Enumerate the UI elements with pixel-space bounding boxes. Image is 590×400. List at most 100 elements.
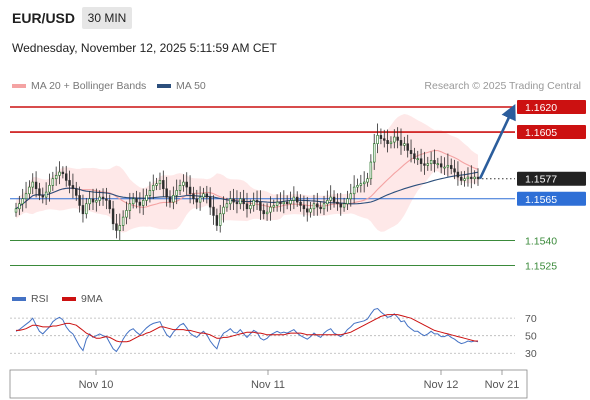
candle <box>165 188 168 198</box>
candle <box>446 165 450 168</box>
candle <box>342 203 346 208</box>
time-tick-label-Nov-12: Nov 12 <box>424 379 459 391</box>
candle <box>336 201 339 205</box>
candle <box>439 163 443 168</box>
candle <box>21 198 24 205</box>
candle <box>470 176 473 180</box>
candle <box>349 193 352 200</box>
candle <box>175 190 178 196</box>
candle <box>319 206 322 210</box>
candle <box>51 178 55 186</box>
datetime-label: Wednesday, November 12, 2025 5:11:59 AM … <box>12 41 277 55</box>
candle <box>152 185 155 191</box>
candle <box>235 201 239 205</box>
candle <box>312 203 316 210</box>
candle <box>202 193 205 198</box>
candle <box>24 193 28 200</box>
candle <box>245 203 249 210</box>
candle <box>352 186 356 195</box>
candle <box>356 185 359 188</box>
candle <box>406 143 409 151</box>
candle <box>121 216 125 226</box>
candle <box>326 200 329 205</box>
candle <box>292 196 296 201</box>
candle <box>95 200 98 203</box>
candle <box>433 160 436 165</box>
candle <box>369 161 373 180</box>
candle <box>14 208 18 213</box>
candle <box>31 181 34 188</box>
timeframe-button[interactable]: 30 MIN <box>82 7 132 29</box>
candle <box>185 181 188 188</box>
candle <box>229 198 232 205</box>
candle <box>115 223 118 231</box>
candle <box>101 196 105 200</box>
candle <box>413 153 416 160</box>
candle <box>332 196 336 203</box>
candle <box>138 201 142 206</box>
legend-rsi: RSI <box>12 293 49 305</box>
candle <box>85 203 88 215</box>
candle <box>232 198 235 203</box>
candle <box>339 203 342 208</box>
candle <box>195 198 198 203</box>
candle <box>65 173 68 181</box>
candle <box>222 206 225 215</box>
legend-ma20-label: MA 20 + Bollinger Bands <box>31 80 147 92</box>
candle <box>205 193 209 198</box>
candle <box>215 215 219 226</box>
candle <box>436 163 440 166</box>
candle <box>393 136 396 143</box>
candle <box>259 201 262 211</box>
level-label-1.1525: 1.1525 <box>525 261 557 273</box>
candle <box>111 208 115 225</box>
candle <box>383 138 386 141</box>
candle <box>296 196 299 203</box>
candle <box>269 206 272 213</box>
legend-9ma-label: 9MA <box>81 293 103 305</box>
candle <box>463 178 466 181</box>
candle <box>145 195 148 201</box>
candle <box>373 143 376 163</box>
candle <box>366 178 369 183</box>
candle <box>61 171 65 175</box>
candle <box>155 183 158 186</box>
candle <box>306 208 309 213</box>
candle <box>299 201 302 206</box>
projection-arrow <box>478 103 516 180</box>
candle <box>379 135 383 140</box>
time-tick-label-Nov-10: Nov 10 <box>79 379 114 391</box>
candle <box>239 198 242 205</box>
candle <box>423 163 426 166</box>
legend-ma20: MA 20 + Bollinger Bands <box>12 80 146 92</box>
time-tick-label-Nov-11: Nov 11 <box>251 379 285 391</box>
candle <box>38 188 41 196</box>
level-label-bg-1.1605 <box>517 125 586 140</box>
candle <box>302 205 306 210</box>
candle <box>426 163 429 166</box>
candle <box>473 176 476 180</box>
candle <box>128 203 132 211</box>
candle <box>131 198 135 205</box>
candle <box>255 200 259 203</box>
candle <box>48 185 51 193</box>
rsi-tick-70: 70 <box>525 313 537 325</box>
candle <box>88 198 91 205</box>
candle <box>81 205 85 215</box>
level-label-bg-1.1565 <box>517 191 586 206</box>
candle <box>178 185 182 191</box>
candle <box>309 208 312 213</box>
candle <box>460 176 463 181</box>
ma50-swatch <box>157 84 171 89</box>
candle <box>265 211 269 215</box>
candle <box>188 186 192 195</box>
candle <box>78 195 81 206</box>
candle <box>18 203 21 210</box>
candle <box>275 201 279 206</box>
time-tick-label-Nov-21: Nov 21 <box>485 379 520 391</box>
candle <box>443 166 446 169</box>
candle <box>148 190 152 196</box>
level-label-1.1577: 1.1577 <box>525 174 557 186</box>
candle <box>182 181 185 186</box>
candle <box>242 198 245 205</box>
